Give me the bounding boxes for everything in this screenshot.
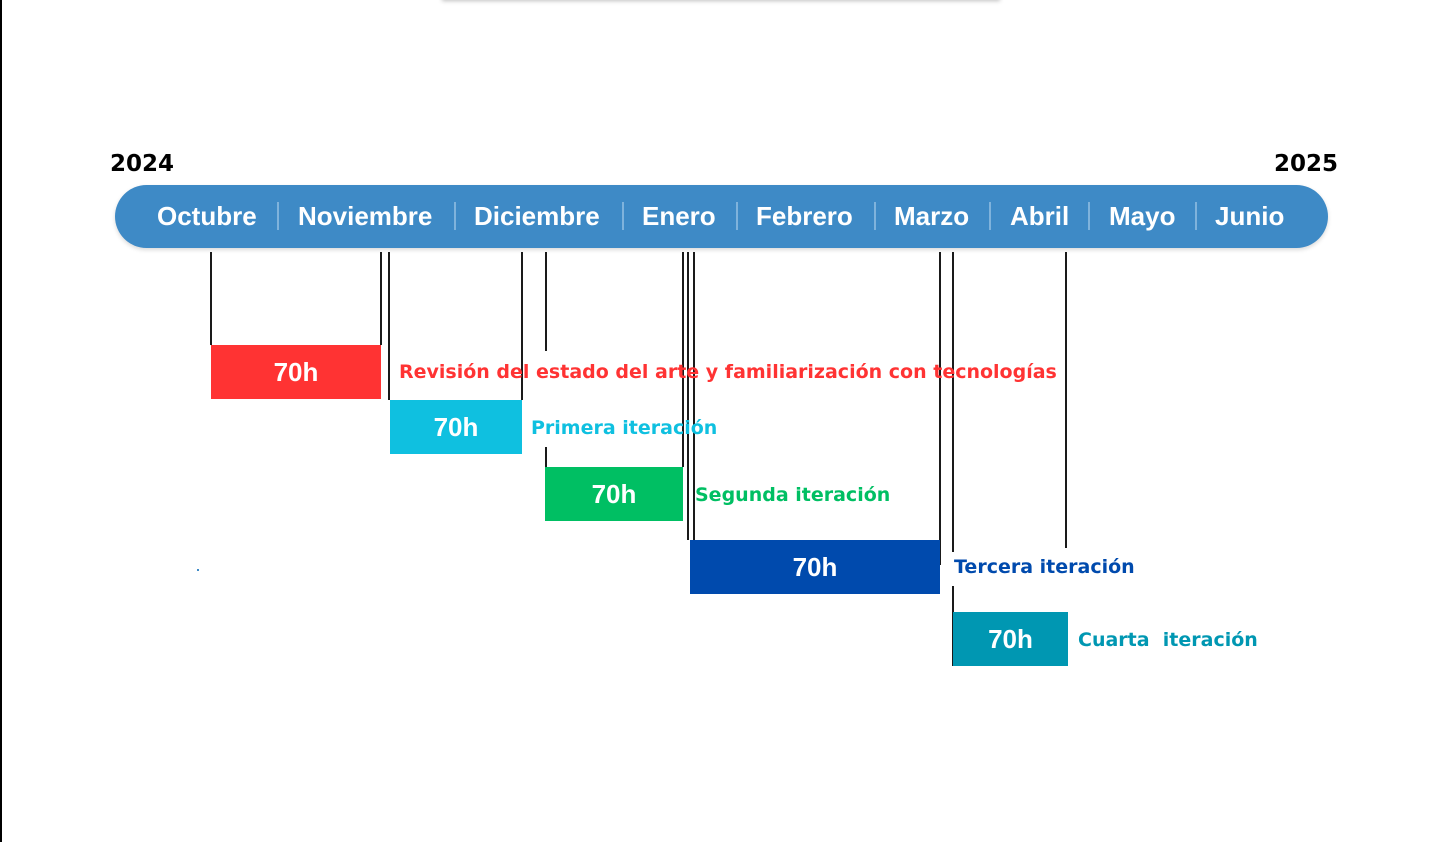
- task-1-start-guide: [210, 252, 212, 345]
- task-3-bar: 70h: [545, 467, 683, 521]
- task-3-start-guide-upper: [545, 252, 547, 351]
- task-3-label: Segunda iteración: [695, 484, 891, 506]
- month-separator: [874, 202, 876, 230]
- task-3-end-guide: [682, 252, 684, 467]
- year-end-label: 2025: [1274, 151, 1339, 177]
- task-5-label: Cuarta iteración: [1078, 629, 1258, 651]
- task-4-start-guide: [693, 252, 695, 540]
- month-separator: [1195, 202, 1197, 230]
- task-2-label: Primera iteración: [531, 417, 718, 439]
- page-left-border: [0, 0, 2, 842]
- task-3-start-guide-lower: [545, 447, 547, 467]
- task-4-bar: 70h: [690, 540, 940, 594]
- month-noviembre: Noviembre: [298, 201, 433, 231]
- year-start-label: 2024: [110, 151, 175, 177]
- month-separator: [736, 202, 738, 230]
- task-5-bar: 70h: [953, 612, 1068, 666]
- task-1-label: Revisión del estado del arte y familiari…: [399, 361, 1057, 383]
- month-timeline-bar: Octubre Noviembre Diciembre Enero Febrer…: [115, 185, 1328, 248]
- month-separator: [622, 202, 624, 230]
- month-febrero: Febrero: [756, 201, 853, 231]
- task-1-end-guide: [380, 252, 382, 345]
- month-separator: [277, 202, 279, 230]
- task-5-end-guide: [1065, 252, 1067, 548]
- stray-dot-mark: [197, 569, 199, 571]
- task-4-start-guide-outer: [687, 252, 689, 540]
- month-separator: [454, 202, 456, 230]
- month-diciembre: Diciembre: [474, 201, 600, 231]
- task-2-end-guide: [521, 252, 523, 400]
- task-2-start-guide: [388, 252, 390, 400]
- month-octubre: Octubre: [157, 201, 257, 231]
- month-marzo: Marzo: [894, 201, 970, 231]
- task-4-end-guide: [939, 252, 941, 565]
- month-enero: Enero: [642, 201, 716, 231]
- month-abril: Abril: [1010, 201, 1070, 231]
- task-4-label: Tercera iteración: [954, 556, 1135, 578]
- task-2-bar: 70h: [390, 400, 522, 454]
- month-separator: [1088, 202, 1090, 230]
- task-5-start-guide: [952, 252, 954, 552]
- month-junio: Junio: [1215, 201, 1285, 231]
- month-mayo: Mayo: [1109, 201, 1176, 231]
- task-1-bar: 70h: [211, 345, 381, 399]
- month-separator: [989, 202, 991, 230]
